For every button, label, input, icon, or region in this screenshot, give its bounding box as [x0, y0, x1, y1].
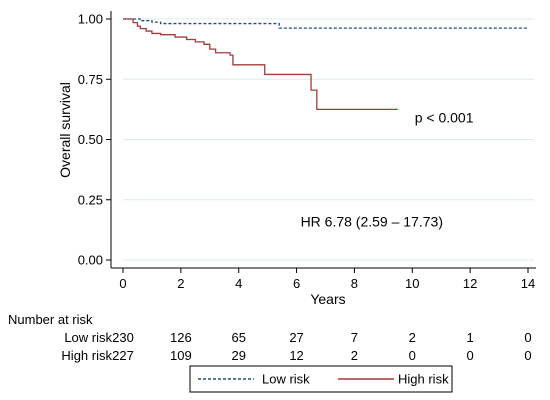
ticks: 0.00 0.25 0.50 0.75 1.00 0 2 4 6 8 10 12 14: [78, 12, 536, 292]
y-tick-label: 0.25: [78, 192, 103, 207]
risk-count: 29: [231, 348, 245, 363]
x-tick-label: 8: [351, 276, 358, 291]
x-tick-label: 2: [177, 276, 184, 291]
legend: Low risk High risk: [189, 365, 453, 393]
x-tick-label: 14: [521, 276, 535, 291]
risk-count: 0: [524, 348, 531, 363]
y-tick-label: 0.50: [78, 132, 103, 147]
risk-count: 0: [409, 348, 416, 363]
risk-count: 109: [170, 348, 192, 363]
y-axis-title: Overall survival: [57, 82, 73, 178]
annotations: p < 0.001 HR 6.78 (2.59 – 17.73): [301, 110, 474, 230]
x-tick-label: 0: [119, 276, 126, 291]
risk-table-title: Number at risk: [8, 312, 93, 327]
y-tick-label: 0.00: [78, 253, 103, 268]
series-line-high-risk: [123, 18, 398, 111]
risk-count: 2: [351, 348, 358, 363]
risk-count: 7: [351, 330, 358, 345]
x-tick-label: 12: [463, 276, 477, 291]
y-tick-label: 0.75: [78, 72, 103, 87]
series: [123, 18, 528, 111]
risk-count: 65: [231, 330, 245, 345]
risk-count: 27: [289, 330, 303, 345]
p-value-label: p < 0.001: [415, 110, 474, 126]
risk-count: 230: [112, 330, 134, 345]
legend-label-low-risk: Low risk: [262, 372, 310, 387]
gridlines: [123, 18, 534, 261]
hazard-ratio-label: HR 6.78 (2.59 – 17.73): [301, 213, 443, 229]
x-tick-label: 10: [405, 276, 419, 291]
y-tick-label: 1.00: [78, 12, 103, 27]
legend-label-high-risk: High risk: [398, 372, 449, 387]
risk-count: 227: [112, 348, 134, 363]
risk-row-label: High risk: [61, 348, 112, 363]
risk-count: 12: [289, 348, 303, 363]
series-line-low-risk: [123, 18, 528, 29]
risk-table: Number at risk Low risk 230 126 65 27 7 2 1 0 High…: [8, 312, 532, 363]
risk-count: 0: [467, 348, 474, 363]
risk-count: 0: [524, 330, 531, 345]
risk-count: 2: [409, 330, 416, 345]
x-tick-label: 6: [293, 276, 300, 291]
x-axis-title: Years: [310, 291, 345, 307]
risk-count: 126: [170, 330, 192, 345]
risk-row-label: Low risk: [64, 330, 112, 345]
risk-count: 1: [467, 330, 474, 345]
x-tick-label: 4: [235, 276, 242, 291]
